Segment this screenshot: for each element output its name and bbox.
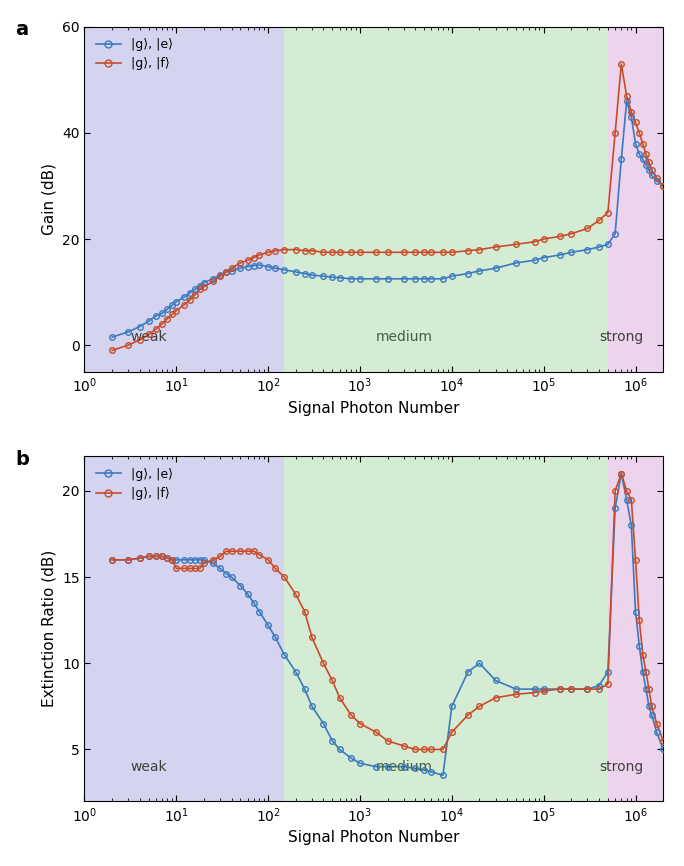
Y-axis label: Gain (dB): Gain (dB) xyxy=(42,164,56,236)
Y-axis label: Extinction Ratio (dB): Extinction Ratio (dB) xyxy=(42,550,56,708)
Bar xyxy=(84,27,285,372)
Text: medium: medium xyxy=(376,330,432,344)
Bar xyxy=(285,456,608,801)
X-axis label: Signal Photon Number: Signal Photon Number xyxy=(288,401,460,416)
Legend: |g⟩, |e⟩, |g⟩, |f⟩: |g⟩, |e⟩, |g⟩, |f⟩ xyxy=(91,33,178,75)
Text: weak: weak xyxy=(131,330,167,344)
Text: b: b xyxy=(15,449,29,469)
Text: weak: weak xyxy=(131,759,167,773)
X-axis label: Signal Photon Number: Signal Photon Number xyxy=(288,830,460,845)
Bar xyxy=(608,27,663,372)
Legend: |g⟩, |e⟩, |g⟩, |f⟩: |g⟩, |e⟩, |g⟩, |f⟩ xyxy=(91,462,178,505)
Text: a: a xyxy=(15,20,28,39)
Bar xyxy=(608,456,663,801)
Bar xyxy=(84,456,285,801)
Text: strong: strong xyxy=(599,759,644,773)
Text: strong: strong xyxy=(599,330,644,344)
Text: medium: medium xyxy=(376,759,432,773)
Bar xyxy=(285,27,608,372)
